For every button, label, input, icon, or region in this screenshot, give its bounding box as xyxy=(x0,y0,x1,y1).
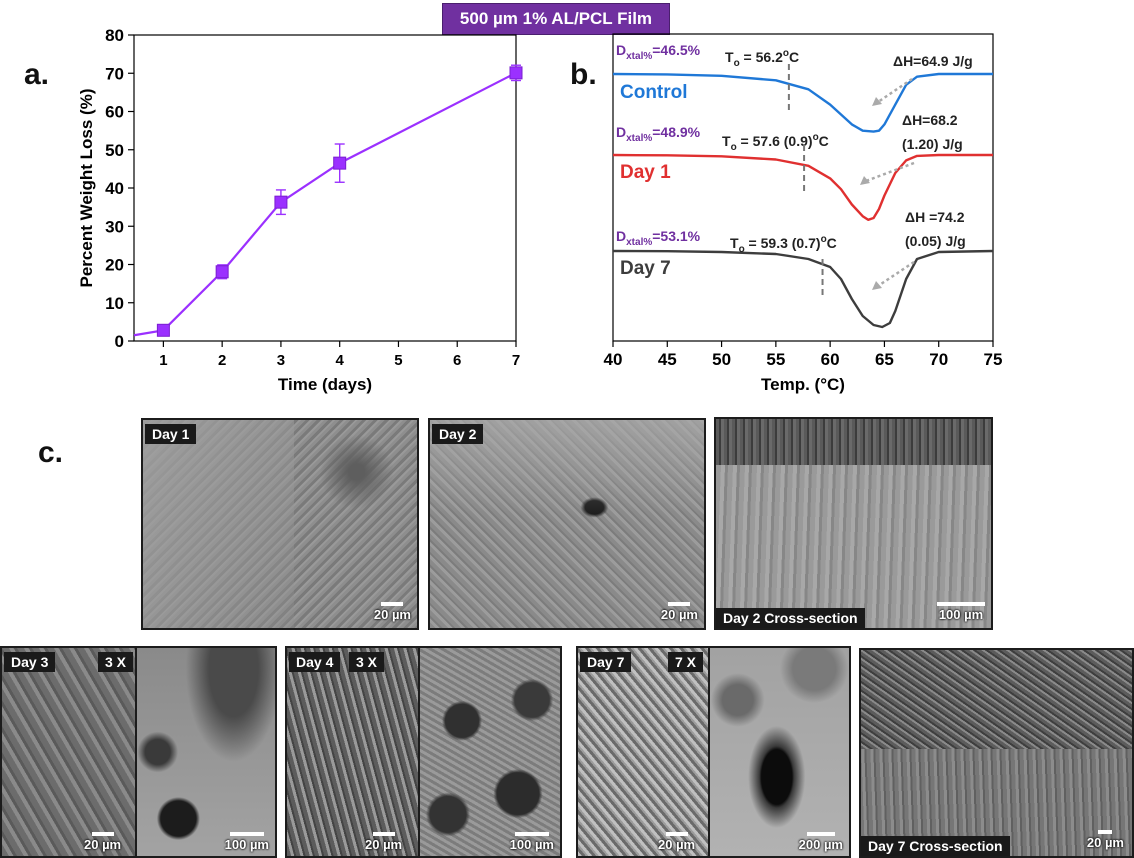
x-tick-label: 7 xyxy=(512,352,520,369)
y-tick-label: 10 xyxy=(105,294,124,313)
enthalpy-label: (0.05) J/g xyxy=(905,233,966,249)
onset-temp-label: To = 56.2oC xyxy=(725,48,799,69)
onset-temp-label: To = 59.3 (0.7)oC xyxy=(730,234,837,255)
enthalpy-arrow xyxy=(865,161,915,183)
y-tick-label: 50 xyxy=(105,141,124,160)
y-tick-label: 0 xyxy=(115,332,124,351)
x-tick-label: 70 xyxy=(929,350,948,369)
series-line xyxy=(133,71,517,337)
data-point xyxy=(509,66,523,80)
x-tick-label: 40 xyxy=(604,350,623,369)
sem-day2-cross-section: Day 2 Cross-section 100 µm xyxy=(714,417,993,630)
sem-day2-cross-section-scalebar: 100 µm xyxy=(937,602,985,622)
sem-day2-label: Day 2 xyxy=(432,424,484,444)
data-point xyxy=(274,195,288,209)
sem-day4-scalebar-right: 100 µm xyxy=(510,832,554,852)
data-point xyxy=(215,265,229,279)
series-label: Day 1 xyxy=(620,162,671,183)
sem-day7-label: Day 7 xyxy=(580,652,632,672)
enthalpy-arrowhead xyxy=(860,176,870,185)
sem-day7-mag: 7 X xyxy=(668,652,704,672)
crystallinity-label: Dxtal%=48.9% xyxy=(616,124,701,144)
x-tick-label: 50 xyxy=(712,350,731,369)
sem-day4-label: Day 4 xyxy=(289,652,341,672)
series-label: Control xyxy=(620,82,688,103)
panel-letter-c: c. xyxy=(38,436,64,469)
x-tick-label: 6 xyxy=(453,352,461,369)
y-tick-label: 30 xyxy=(105,217,124,236)
y-tick-label: 80 xyxy=(105,26,124,45)
sem-day3-scalebar-left: 20 µm xyxy=(84,832,121,852)
x-axis-label: Time (days) xyxy=(278,375,372,394)
sem-day3-mag: 3 X xyxy=(98,652,134,672)
x-tick-label: 4 xyxy=(336,352,345,369)
enthalpy-label: (1.20) J/g xyxy=(902,136,963,152)
enthalpy-label: ΔH=64.9 J/g xyxy=(893,53,973,69)
x-tick-label: 60 xyxy=(821,350,840,369)
sem-day3-scalebar-right: 100 µm xyxy=(225,832,269,852)
weight-loss-chart: 0 10 20 30 40 50 60 70 80 1 2 3 4 5 6 7 Time (days) Perce… xyxy=(77,26,523,394)
x-tick-label: 45 xyxy=(658,350,677,369)
x-tick-label: 65 xyxy=(875,350,894,369)
y-tick-label: 40 xyxy=(105,179,124,198)
data-point xyxy=(333,156,347,170)
onset-temp-label: To = 57.6 (0.9)oC xyxy=(722,132,829,153)
x-tick-label: 5 xyxy=(394,352,402,369)
series-line-day-7 xyxy=(612,249,994,329)
x-tick-label: 75 xyxy=(984,350,1003,369)
sem-day4-scalebar-left: 20 µm xyxy=(365,832,402,852)
x-tick-label: 1 xyxy=(159,352,167,369)
sem-day1-label: Day 1 xyxy=(145,424,197,444)
sem-day2: Day 2 20 µm xyxy=(428,418,706,630)
crystallinity-label: Dxtal%=46.5% xyxy=(616,42,701,62)
x-axis-label: Temp. (°C) xyxy=(761,375,845,394)
y-tick-label: 60 xyxy=(105,103,124,122)
x-tick-label: 3 xyxy=(277,352,285,369)
panel-letter-a: a. xyxy=(24,58,50,91)
sem-day7-cross-section-label: Day 7 Cross-section xyxy=(861,836,1010,856)
sem-day7-scalebar-left: 20 µm xyxy=(658,832,695,852)
series-line-day-1 xyxy=(612,153,993,222)
y-axis-label: Percent Weight Loss (%) xyxy=(77,89,96,288)
crystallinity-label: Dxtal%=53.1% xyxy=(616,228,701,248)
sem-day7: Day 7 7 X 20 µm 200 µm xyxy=(576,646,851,858)
dsc-chart: 40 45 50 55 60 65 70 75 Temp. (°C) Control Day 1 Da… xyxy=(604,33,1003,394)
sem-day4-mag: 3 X xyxy=(349,652,385,672)
x-tick-label: 55 xyxy=(766,350,785,369)
sem-day1-scalebar: 20 µm xyxy=(374,602,411,622)
enthalpy-arrowhead xyxy=(872,281,882,290)
sem-day3: Day 3 3 X 20 µm 100 µm xyxy=(0,646,277,858)
sem-day7-cross-section-scalebar: 20 µm xyxy=(1087,830,1124,850)
y-tick-label: 70 xyxy=(105,64,124,83)
plot-frame xyxy=(133,34,517,342)
y-tick-label: 20 xyxy=(105,256,124,275)
figure-banner: 500 µm 1% AL/PCL Film xyxy=(442,3,670,35)
enthalpy-label: ΔH =74.2 xyxy=(905,209,965,225)
sem-day2-scalebar: 20 µm xyxy=(661,602,698,622)
x-tick-label: 2 xyxy=(218,352,226,369)
data-point xyxy=(156,323,170,337)
sem-day1: Day 1 20 µm xyxy=(141,418,419,630)
sem-day4: Day 4 3 X 20 µm 100 µm xyxy=(285,646,562,858)
sem-day2-cross-section-label: Day 2 Cross-section xyxy=(716,608,865,628)
enthalpy-arrow xyxy=(877,260,915,288)
plot-frame xyxy=(612,33,994,342)
enthalpy-arrowhead xyxy=(872,97,882,106)
series-label: Day 7 xyxy=(620,258,671,279)
enthalpy-label: ΔH=68.2 xyxy=(902,112,958,128)
sem-day3-label: Day 3 xyxy=(4,652,56,672)
enthalpy-arrow xyxy=(877,77,913,104)
panel-letter-b: b. xyxy=(570,58,597,91)
sem-day7-scalebar-right: 200 µm xyxy=(799,832,843,852)
sem-day7-cross-section: Day 7 Cross-section 20 µm xyxy=(859,648,1134,858)
series-line-control xyxy=(612,72,993,133)
